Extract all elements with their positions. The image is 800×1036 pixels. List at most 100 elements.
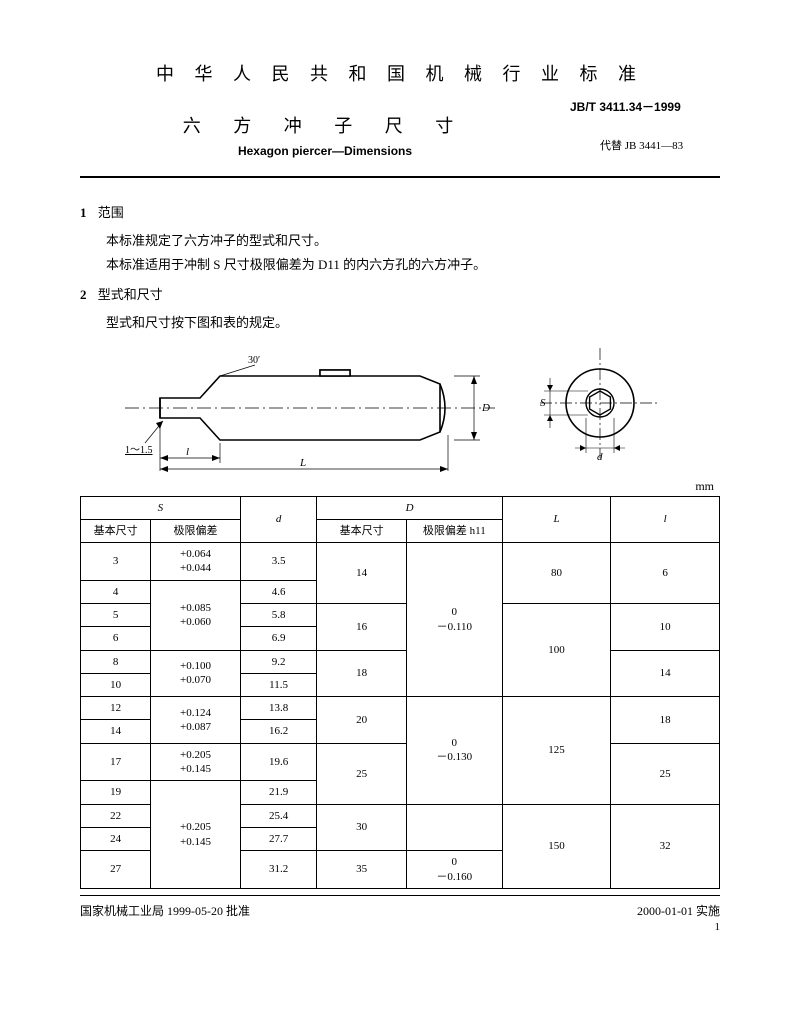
dimension-table: S d D L l 基本尺寸 极限偏差 基本尺寸 极限偏差 h11 3 +0.0…	[80, 496, 720, 889]
footer: 国家机械工业局 1999-05-20 批准 2000-01-01 实施	[80, 902, 720, 919]
th-D-tol: 极限偏差 h11	[406, 519, 502, 542]
cell-S: 3	[81, 543, 151, 581]
cell-S: 6	[81, 627, 151, 650]
cell-l: 25	[611, 743, 720, 804]
cell-L: 125	[502, 697, 611, 804]
cell-L: 100	[502, 603, 611, 696]
section-1-p1: 本标准规定了六方冲子的型式和尺寸。	[106, 231, 720, 251]
section-1-title: 范围	[98, 205, 124, 220]
th-d: d	[240, 496, 317, 543]
cell-D: 30	[317, 804, 406, 851]
cell-S: 27	[81, 851, 151, 889]
cell-l: 18	[611, 697, 720, 744]
cell-d: 19.6	[240, 743, 317, 781]
cell-l: 10	[611, 603, 720, 650]
fig-label-d: d	[597, 451, 603, 463]
cell-D: 16	[317, 603, 406, 650]
th-D-basic: 基本尺寸	[317, 519, 406, 542]
cell-d: 6.9	[240, 627, 317, 650]
cell-S: 12	[81, 697, 151, 720]
cell-Dtol: 0 －0.160	[406, 851, 502, 889]
section-1-num: 1	[80, 205, 87, 220]
fig-label-chamfer: 1～1.5	[125, 445, 153, 456]
cell-l: 32	[611, 804, 720, 888]
cell-Stol: +0.205 +0.145	[151, 781, 240, 888]
th-l: l	[611, 496, 720, 543]
cell-d: 9.2	[240, 650, 317, 673]
cell-S: 8	[81, 650, 151, 673]
section-1-heading: 1 范围	[80, 202, 720, 221]
header-rule	[80, 176, 720, 178]
table-row: 12 +0.124 +0.087 13.8 20 0 －0.130 125 18	[81, 697, 720, 720]
cell-Dtol	[406, 804, 502, 851]
section-2-p1: 型式和尺寸按下图和表的规定。	[106, 313, 720, 333]
fig-label-D: D	[481, 402, 490, 414]
th-L: L	[502, 496, 611, 543]
figure-side-view: D 30′ 1～1.5 l L	[120, 343, 500, 473]
cell-S: 4	[81, 580, 151, 603]
th-S-tol: 极限偏差	[151, 519, 240, 542]
title-en: Hexagon piercer—Dimensions	[80, 144, 570, 158]
table-row: 8 +0.100 +0.070 9.2 18 14	[81, 650, 720, 673]
title-block: 六 方 冲 子 尺 寸 Hexagon piercer—Dimensions	[80, 94, 570, 168]
header-row: 六 方 冲 子 尺 寸 Hexagon piercer—Dimensions J…	[80, 94, 720, 168]
section-1-p2: 本标准适用于冲制 S 尺寸极限偏差为 D11 的内六方孔的六方冲子。	[106, 255, 720, 275]
page-number: 1	[80, 921, 720, 933]
fig-label-taper: 30′	[248, 355, 260, 366]
footer-left: 国家机械工业局 1999-05-20 批准	[80, 902, 250, 919]
cell-L: 150	[502, 804, 611, 888]
cell-D: 35	[317, 851, 406, 889]
header-org: 中 华 人 民 共 和 国 机 械 行 业 标 准	[80, 60, 720, 86]
standard-code: JB/T 3411.34－1999	[570, 98, 720, 115]
figure: D 30′ 1～1.5 l L	[120, 343, 720, 473]
cell-d: 21.9	[240, 781, 317, 804]
cell-d: 13.8	[240, 697, 317, 720]
th-S: S	[81, 496, 241, 519]
cell-L: 80	[502, 543, 611, 604]
th-S-basic: 基本尺寸	[81, 519, 151, 542]
cell-D: 14	[317, 543, 406, 604]
cell-Stol: +0.100 +0.070	[151, 650, 240, 697]
table-row: 17 +0.205 +0.145 19.6 25 25	[81, 743, 720, 781]
cell-d: 31.2	[240, 851, 317, 889]
unit-label: mm	[80, 479, 714, 494]
footer-rule	[80, 895, 720, 896]
cell-Stol: +0.064 +0.044	[151, 543, 240, 581]
cell-d: 5.8	[240, 603, 317, 626]
cell-S: 5	[81, 603, 151, 626]
cell-l: 14	[611, 650, 720, 697]
cell-S: 17	[81, 743, 151, 781]
cell-Stol: +0.085 +0.060	[151, 580, 240, 650]
cell-Dtol: 0 －0.130	[406, 697, 502, 804]
title-zh: 六 方 冲 子 尺 寸	[80, 112, 570, 138]
cell-S: 24	[81, 827, 151, 850]
cell-d: 3.5	[240, 543, 317, 581]
cell-D: 20	[317, 697, 406, 744]
section-2-heading: 2 型式和尺寸	[80, 284, 720, 303]
cell-d: 11.5	[240, 673, 317, 696]
fig-label-l: l	[186, 446, 189, 458]
cell-S: 14	[81, 720, 151, 743]
cell-D: 25	[317, 743, 406, 804]
header-meta: JB/T 3411.34－1999 代替 JB 3441—83	[570, 94, 720, 153]
th-D: D	[317, 496, 502, 519]
cell-Dtol: 0 －0.110	[406, 543, 502, 697]
table-header-row-1: S d D L l	[81, 496, 720, 519]
cell-d: 27.7	[240, 827, 317, 850]
figure-end-view: S d	[540, 348, 660, 468]
cell-S: 10	[81, 673, 151, 696]
section-2-title: 型式和尺寸	[98, 287, 163, 302]
section-2-num: 2	[80, 287, 87, 302]
footer-right: 2000-01-01 实施	[637, 902, 720, 919]
cell-D: 18	[317, 650, 406, 697]
cell-d: 16.2	[240, 720, 317, 743]
fig-label-L: L	[299, 457, 306, 469]
cell-Stol: +0.205 +0.145	[151, 743, 240, 781]
cell-l: 6	[611, 543, 720, 604]
cell-d: 4.6	[240, 580, 317, 603]
cell-S: 19	[81, 781, 151, 804]
cell-S: 22	[81, 804, 151, 827]
cell-d: 25.4	[240, 804, 317, 827]
cell-Stol: +0.124 +0.087	[151, 697, 240, 744]
fig-label-S: S	[540, 397, 546, 409]
